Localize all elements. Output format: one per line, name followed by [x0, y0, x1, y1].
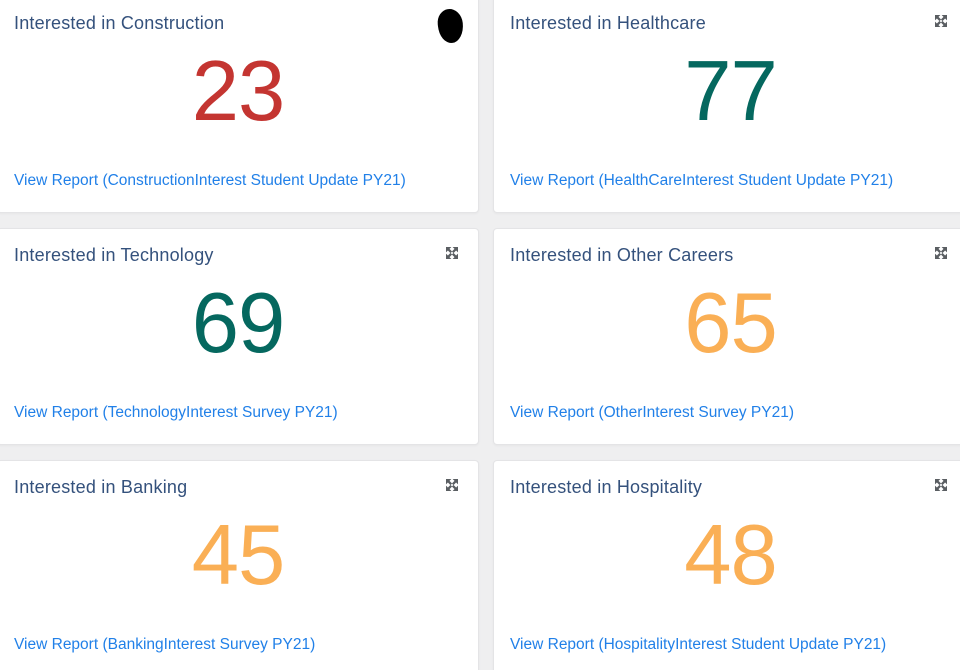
metric-card-hospitality: Interested in Hospitality 48 View Report…	[493, 460, 960, 670]
expand-button[interactable]	[932, 476, 950, 494]
view-report-link[interactable]: View Report (OtherInterest Survey PY21)	[510, 404, 795, 421]
card-title: Interested in Other Careers	[510, 245, 734, 265]
expand-button[interactable]	[932, 12, 950, 30]
expand-arrows-icon	[933, 477, 949, 493]
metric-card-other-careers: Interested in Other Careers 65 View Repo…	[493, 228, 960, 445]
view-report-link[interactable]: View Report (HospitalityInterest Student…	[510, 636, 887, 653]
view-report-link[interactable]: View Report (ConstructionInterest Studen…	[14, 172, 406, 189]
card-title: Interested in Banking	[14, 477, 188, 497]
metric-value: 69	[191, 276, 286, 371]
view-report-link[interactable]: View Report (BankingInterest Survey PY21…	[14, 636, 316, 653]
card-title: Interested in Construction	[14, 13, 225, 33]
metric-card-technology: Interested in Technology 69 View Report …	[0, 228, 479, 445]
metric-value: 48	[684, 508, 778, 603]
metric-card-banking: Interested in Banking 45 View Report (Ba…	[0, 460, 479, 670]
expand-arrows-icon	[444, 477, 460, 493]
expand-arrows-icon	[933, 13, 949, 29]
card-title: Interested in Healthcare	[510, 13, 706, 33]
view-report-link[interactable]: View Report (HealthCareInterest Student …	[510, 172, 894, 189]
expand-arrows-icon	[933, 245, 949, 261]
metric-value: 77	[684, 44, 778, 139]
metric-value: 45	[191, 508, 286, 603]
expand-button[interactable]	[932, 244, 950, 262]
card-title: Interested in Hospitality	[510, 477, 703, 497]
expand-button[interactable]	[443, 244, 461, 262]
metric-card-healthcare: Interested in Healthcare 77 View Report …	[493, 0, 960, 213]
metric-value: 23	[191, 44, 286, 139]
card-title: Interested in Technology	[14, 245, 214, 265]
view-report-link[interactable]: View Report (TechnologyInterest Survey P…	[14, 404, 338, 421]
expand-button[interactable]	[443, 476, 461, 494]
expand-arrows-icon	[444, 245, 460, 261]
metric-card-construction: Interested in Construction 23 View Repor…	[0, 0, 479, 213]
metric-value: 65	[684, 276, 778, 371]
